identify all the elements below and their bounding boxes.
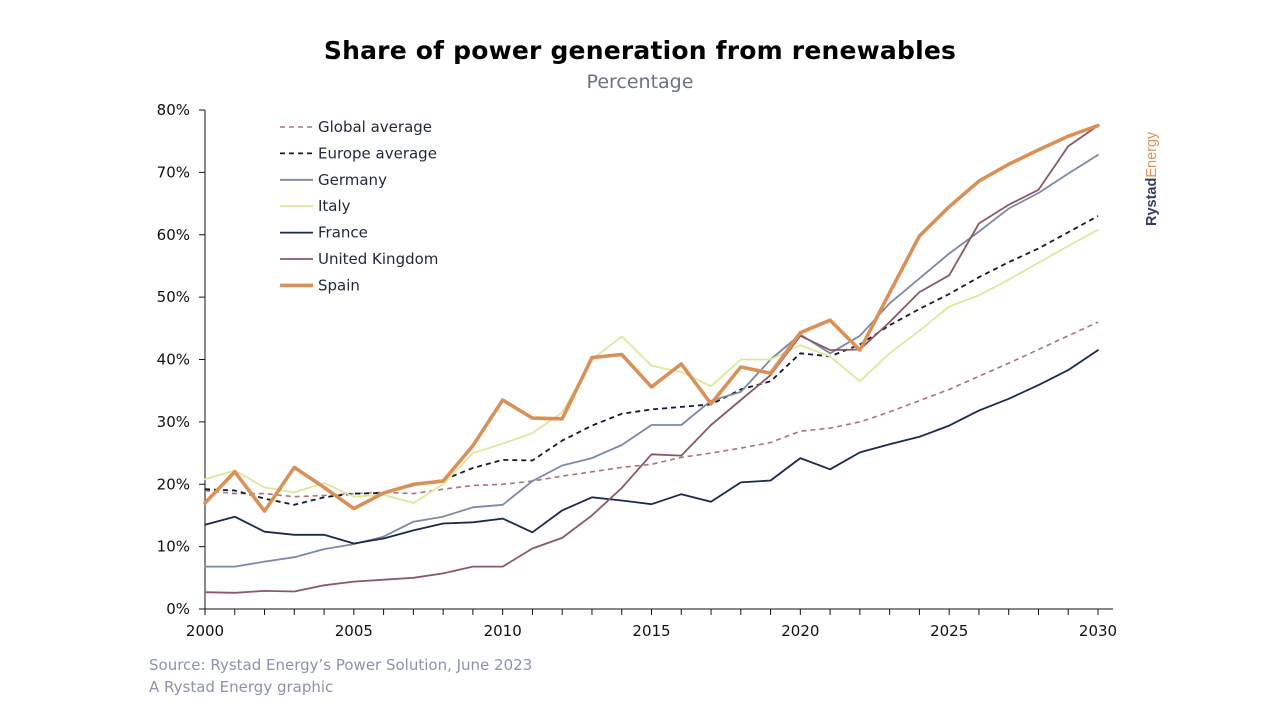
y-tick-label: 0% <box>166 600 190 618</box>
legend-label: Italy <box>318 197 351 215</box>
legend-label: Germany <box>318 171 387 189</box>
credit-note: A Rystad Energy graphic <box>149 678 334 696</box>
series-line-france <box>204 349 1099 545</box>
chart-title: Share of power generation from renewable… <box>323 36 957 65</box>
y-tick-label: 10% <box>157 538 190 556</box>
chart-footer: Source: Rystad Energy’s Power Solution, … <box>149 654 532 698</box>
x-tick-label: 2015 <box>632 622 670 640</box>
legend-label: Spain <box>318 276 360 294</box>
series-line-global-average <box>204 321 1099 498</box>
series-line-united-kingdom <box>204 124 1099 594</box>
chart-axes: 0% 10% 20% 30% 40% 50% 60% 70% 80% 2000 2005 2010 20… <box>157 101 1117 640</box>
y-tick-label: 80% <box>157 101 190 119</box>
rystad-energy-logo: RystadEnergy <box>1144 131 1160 226</box>
logo-text-rystad: Rystad <box>1144 178 1160 226</box>
x-tick-label: 2005 <box>335 622 373 640</box>
y-tick-label: 50% <box>157 288 190 306</box>
series-line-europe-average <box>204 215 1099 506</box>
legend-label: United Kingdom <box>318 250 438 268</box>
logo-text-energy: Energy <box>1144 131 1160 178</box>
x-tick-label: 2030 <box>1079 622 1117 640</box>
y-tick-label: 60% <box>157 226 190 244</box>
series-line-spain <box>203 123 1100 513</box>
legend-label: France <box>318 224 368 242</box>
chart-series <box>203 123 1100 594</box>
legend-label: Global average <box>318 118 432 136</box>
legend-label: Europe average <box>318 144 437 162</box>
chart-legend: Global average Europe average Germany Italy… <box>280 118 438 294</box>
svg-text:RystadEnergy: RystadEnergy <box>1144 131 1160 226</box>
x-tick-label: 2025 <box>930 622 968 640</box>
source-note: Source: Rystad Energy’s Power Solution, … <box>149 656 533 674</box>
chart-subtitle: Percentage <box>586 71 694 93</box>
x-tick-label: 2000 <box>186 622 224 640</box>
y-tick-label: 30% <box>157 413 190 431</box>
x-tick-label: 2020 <box>781 622 819 640</box>
y-tick-label: 70% <box>157 163 190 181</box>
series-line-italy <box>204 228 1099 504</box>
y-tick-label: 20% <box>157 475 190 493</box>
x-tick-label: 2010 <box>484 622 522 640</box>
y-tick-label: 40% <box>157 351 190 369</box>
